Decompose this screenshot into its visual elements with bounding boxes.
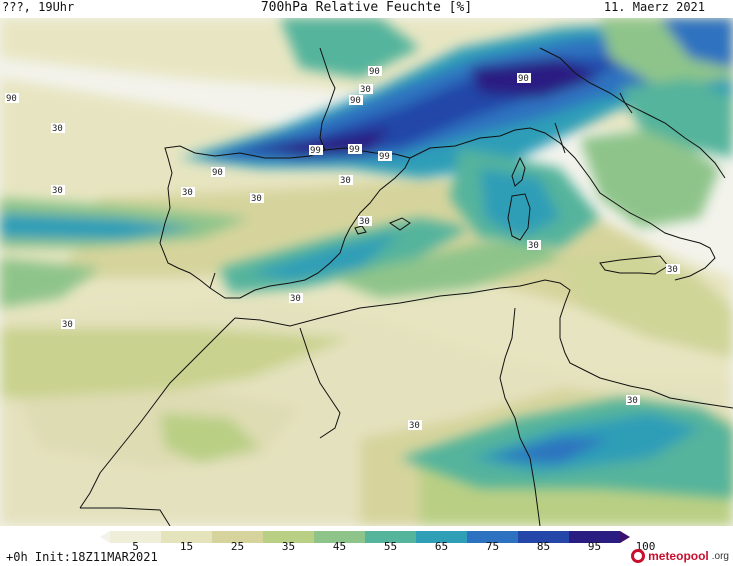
colorbar-segment (416, 531, 468, 543)
svg-text:30: 30 (251, 194, 262, 204)
svg-text:90: 90 (350, 96, 361, 106)
contour-label: 30 (666, 264, 680, 275)
contour-label: 30 (51, 123, 65, 134)
coastlines (79, 47, 733, 526)
contour-label: 90 (349, 95, 363, 106)
colorbar-tick-label: 75 (485, 540, 500, 553)
colorbar-arrow-high (620, 531, 630, 543)
svg-text:30: 30 (627, 396, 638, 406)
contour-label: 99 (348, 144, 362, 155)
svg-text:90: 90 (212, 168, 223, 178)
svg-text:30: 30 (62, 320, 73, 330)
contour-label: 99 (378, 151, 392, 162)
contour-labels: 90 90 90 90 99 99 99 90 30 30 30 30 30 3… (5, 66, 680, 431)
svg-text:30: 30 (360, 85, 371, 95)
contour-label: 90 (5, 93, 19, 104)
contour-label: 30 (250, 193, 264, 204)
colorbar-segment (569, 531, 621, 543)
contour-label: 30 (61, 319, 75, 330)
init-time-label: +0h Init:18Z11MAR2021 (6, 550, 158, 564)
colorbar-tick-label: 25 (230, 540, 245, 553)
svg-text:99: 99 (349, 145, 360, 155)
colorbar-segment (365, 531, 417, 543)
colorbar-tick-label: 65 (434, 540, 449, 553)
colorbar-segment (212, 531, 264, 543)
humidity-map: 90 90 90 90 99 99 99 90 30 30 30 30 30 3… (0, 18, 733, 526)
colorbar-arrow-low (100, 531, 110, 543)
colorbar (100, 528, 630, 543)
map-title: 700hPa Relative Feuchte [%] (260, 0, 473, 15)
colorbar-segment (263, 531, 315, 543)
meteopool-logo[interactable]: meteopool .org (631, 548, 729, 564)
svg-text:30: 30 (290, 294, 301, 304)
contour-label: 30 (289, 293, 303, 304)
contour-label: 90 (517, 73, 531, 84)
contour-label: 30 (626, 395, 640, 406)
colorbar-tick-label: 5 (132, 540, 139, 553)
svg-text:99: 99 (310, 146, 321, 156)
colorbar-segment (314, 531, 366, 543)
contour-label: 30 (51, 185, 65, 196)
valid-time-label: ???, 19Uhr (2, 0, 75, 14)
date-label: 11. Maerz 2021 (603, 0, 705, 14)
colorbar-tick-label: 55 (383, 540, 398, 553)
svg-text:90: 90 (369, 67, 380, 77)
colorbar-segment (467, 531, 519, 543)
contour-label: 90 (211, 167, 225, 178)
colorbar-tick-label: 35 (281, 540, 296, 553)
svg-text:90: 90 (6, 94, 17, 104)
svg-text:30: 30 (52, 186, 63, 196)
colorbar-segment (518, 531, 570, 543)
contour-label: 99 (309, 145, 323, 156)
contour-label: 30 (527, 240, 541, 251)
contour-label: 90 (368, 66, 382, 77)
svg-text:30: 30 (340, 176, 351, 186)
contour-label: 30 (359, 84, 373, 95)
svg-text:99: 99 (379, 152, 390, 162)
colorbar-tick-label: 85 (536, 540, 551, 553)
svg-text:30: 30 (409, 421, 420, 431)
svg-text:30: 30 (667, 265, 678, 275)
svg-text:30: 30 (182, 188, 193, 198)
colorbar-segment (161, 531, 213, 543)
colorbar-tick-label: 45 (332, 540, 347, 553)
colorbar-tick-label: 95 (587, 540, 602, 553)
svg-text:90: 90 (518, 74, 529, 84)
header-bar: ???, 19Uhr 700hPa Relative Feuchte [%] 1… (0, 0, 733, 18)
contour-label: 30 (339, 175, 353, 186)
svg-text:30: 30 (359, 217, 370, 227)
brand-name: meteopool (648, 549, 709, 563)
svg-text:30: 30 (528, 241, 539, 251)
meteopool-logo-icon (631, 549, 646, 563)
contour-label: 30 (408, 420, 422, 431)
contour-label: 30 (181, 187, 195, 198)
contour-label: 30 (358, 216, 372, 227)
colorbar-tick-label: 15 (179, 540, 194, 553)
colorbar-segment (110, 531, 162, 543)
svg-text:30: 30 (52, 124, 63, 134)
humidity-fill (0, 18, 733, 526)
brand-tld: .org (711, 550, 729, 562)
